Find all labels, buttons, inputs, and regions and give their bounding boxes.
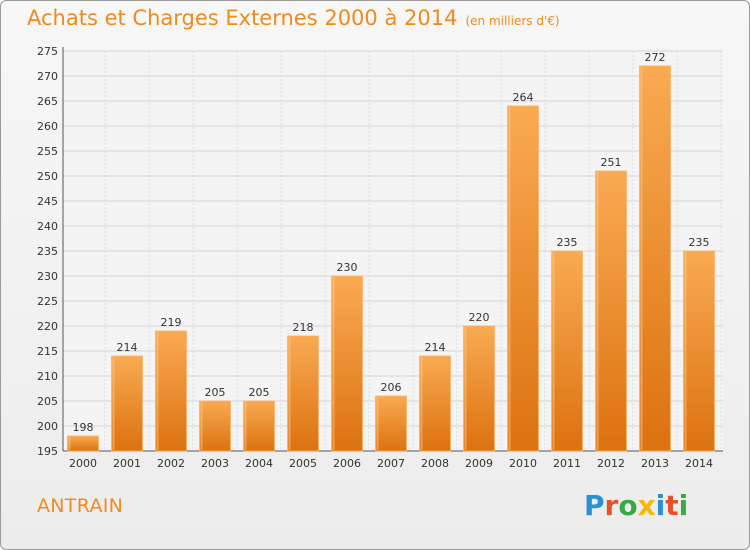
y-tick-label: 210 (37, 370, 58, 383)
bar (287, 335, 319, 452)
x-tick-label: 2010 (509, 457, 537, 470)
bar-highlight (332, 277, 335, 450)
y-tick-label: 270 (37, 70, 58, 83)
y-tick-label: 275 (37, 45, 58, 58)
chart-title-text: Achats et Charges Externes 2000 à 2014 (27, 6, 458, 30)
bar-highlight (68, 437, 71, 450)
bar (463, 325, 495, 452)
bar-highlight (112, 357, 115, 450)
y-tick-label: 205 (37, 395, 58, 408)
bar (507, 105, 539, 452)
data-label: 235 (689, 236, 710, 249)
bar (243, 400, 275, 452)
data-label: 235 (557, 236, 578, 249)
y-tick-label: 235 (37, 245, 58, 258)
x-tick-label: 2005 (289, 457, 317, 470)
y-tick-label: 260 (37, 120, 58, 133)
y-tick-label: 265 (37, 95, 58, 108)
x-tick-label: 2003 (201, 457, 229, 470)
bar-highlight (288, 337, 291, 450)
x-tick-label: 2011 (553, 457, 581, 470)
labels: 195 200 205 210 215 220 225 230 235 240 245 250 255 2… (37, 45, 713, 470)
bar-highlight (552, 252, 555, 450)
data-label: 230 (337, 261, 358, 274)
place-name: ANTRAIN (37, 495, 124, 517)
x-tick-label: 2014 (685, 457, 713, 470)
data-label: 206 (381, 381, 402, 394)
y-tick-label: 255 (37, 145, 58, 158)
logo-letter: r (604, 489, 619, 522)
y-tick-label: 230 (37, 270, 58, 283)
logo-letter: t (665, 489, 679, 522)
bar (639, 65, 671, 452)
y-tick-label: 195 (37, 445, 58, 458)
y-tick-label: 245 (37, 195, 58, 208)
data-label: 219 (161, 316, 182, 329)
x-tick-label: 2008 (421, 457, 449, 470)
bar (155, 330, 187, 452)
data-label: 214 (117, 341, 138, 354)
logo-letter: i (678, 489, 689, 522)
data-label: 205 (249, 386, 270, 399)
x-tick-label: 2002 (157, 457, 185, 470)
data-label: 218 (293, 321, 314, 334)
data-label: 220 (469, 311, 490, 324)
bar-highlight (376, 397, 379, 450)
data-label: 214 (425, 341, 446, 354)
bar (331, 275, 363, 452)
logo-letter: P (584, 489, 605, 522)
data-label: 251 (601, 156, 622, 169)
proxiti-logo[interactable]: Proxiti (584, 489, 688, 522)
bar-highlight (464, 327, 467, 450)
logo-letter: o (618, 489, 638, 522)
data-label: 198 (73, 421, 94, 434)
bar-highlight (596, 172, 599, 450)
logo-letter: i (655, 489, 666, 522)
chart-subtitle: (en milliers d'€) (465, 14, 560, 28)
bar (683, 250, 715, 452)
x-tick-label: 2006 (333, 457, 361, 470)
x-tick-label: 2001 (113, 457, 141, 470)
bar (419, 355, 451, 452)
y-tick-label: 250 (37, 170, 58, 183)
data-label: 272 (645, 51, 666, 64)
y-tick-label: 240 (37, 220, 58, 233)
bar (551, 250, 583, 452)
bar (375, 395, 407, 452)
y-tick-label: 200 (37, 420, 58, 433)
bar (111, 355, 143, 452)
x-tick-label: 2007 (377, 457, 405, 470)
bar-highlight (508, 107, 511, 450)
x-tick-label: 2004 (245, 457, 273, 470)
bar-highlight (244, 402, 247, 450)
data-label: 264 (513, 91, 534, 104)
bar (595, 170, 627, 452)
bar-highlight (420, 357, 423, 450)
y-tick-label: 215 (37, 345, 58, 358)
x-tick-label: 2000 (69, 457, 97, 470)
bar-highlight (684, 252, 687, 450)
bar-highlight (156, 332, 159, 450)
bars (67, 65, 715, 452)
x-tick-label: 2013 (641, 457, 669, 470)
y-tick-label: 225 (37, 295, 58, 308)
bar-highlight (640, 67, 643, 450)
bar (199, 400, 231, 452)
data-label: 205 (205, 386, 226, 399)
x-tick-label: 2012 (597, 457, 625, 470)
y-tick-label: 220 (37, 320, 58, 333)
x-tick-label: 2009 (465, 457, 493, 470)
chart-title: Achats et Charges Externes 2000 à 2014 (e… (27, 6, 560, 30)
bar-highlight (200, 402, 203, 450)
bar (67, 435, 99, 452)
logo-letter: x (637, 489, 656, 522)
